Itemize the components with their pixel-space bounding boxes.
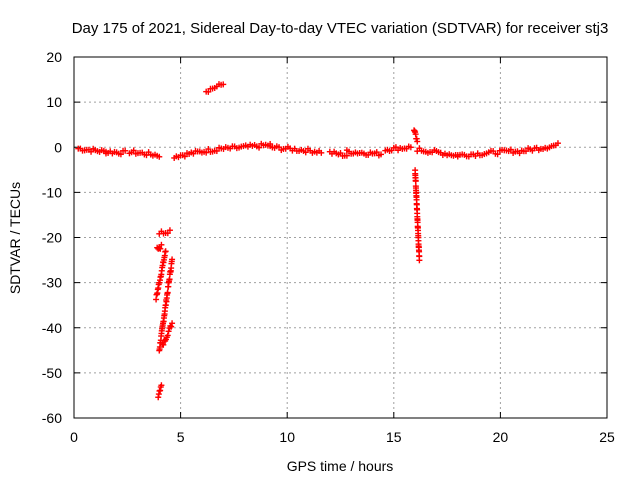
- data-point: [343, 152, 350, 159]
- data-point: [158, 382, 165, 389]
- data-point: [205, 88, 212, 95]
- data-point: [165, 328, 172, 335]
- y-tick-label: -40: [42, 320, 62, 336]
- data-point: [220, 81, 227, 88]
- y-tick-label: -50: [42, 365, 62, 381]
- data-point: [213, 148, 220, 155]
- data-point: [392, 144, 399, 151]
- y-tick-label: 10: [46, 94, 62, 110]
- data-point: [181, 153, 188, 160]
- grid-lines: [74, 57, 607, 418]
- y-tick-label: 20: [46, 49, 62, 65]
- y-tick-label: 0: [54, 139, 62, 155]
- y-axis-label: SDTVAR / TECUs: [7, 182, 23, 294]
- data-point: [164, 289, 171, 296]
- data-point: [494, 151, 501, 158]
- data-point: [166, 227, 173, 234]
- x-tick-label: 25: [599, 429, 615, 445]
- data-point: [414, 138, 421, 145]
- data-point: [169, 256, 176, 263]
- data-point: [130, 147, 137, 154]
- data-point: [157, 245, 164, 252]
- data-point: [160, 341, 167, 348]
- y-tick-label: -60: [42, 410, 62, 426]
- x-tick-label: 15: [386, 429, 402, 445]
- x-tick-labels: 0 5 10 15 20 25: [70, 429, 615, 445]
- data-point: [158, 241, 165, 248]
- data-point: [416, 257, 423, 264]
- data-point: [169, 320, 176, 327]
- x-axis-label: GPS time / hours: [287, 458, 394, 474]
- data-point: [256, 144, 263, 151]
- y-tick-label: -30: [42, 275, 62, 291]
- data-point: [318, 149, 325, 156]
- x-tick-label: 0: [70, 429, 78, 445]
- data-point: [122, 147, 129, 154]
- y-tick-labels: -60 -50 -40 -30 -20 -10 0 10 20: [42, 49, 62, 426]
- data-point: [302, 149, 309, 156]
- chart-title: Day 175 of 2021, Sidereal Day-to-day VTE…: [72, 20, 609, 37]
- x-tick-label: 20: [493, 429, 509, 445]
- y-tick-label: -10: [42, 184, 62, 200]
- data-point: [88, 148, 95, 155]
- data-points: [75, 81, 561, 401]
- x-tick-label: 10: [279, 429, 295, 445]
- data-point: [162, 248, 169, 255]
- data-point: [156, 153, 163, 160]
- data-point: [117, 151, 124, 158]
- data-point: [373, 149, 380, 156]
- plot-frame: [73, 56, 608, 419]
- y-tick-label: -20: [42, 230, 62, 246]
- data-point: [507, 146, 514, 153]
- data-point: [554, 140, 561, 147]
- data-point: [378, 151, 385, 158]
- data-point: [407, 144, 414, 151]
- x-tick-label: 5: [177, 429, 185, 445]
- data-point: [168, 323, 175, 330]
- data-point: [164, 332, 171, 339]
- data-point: [203, 149, 210, 156]
